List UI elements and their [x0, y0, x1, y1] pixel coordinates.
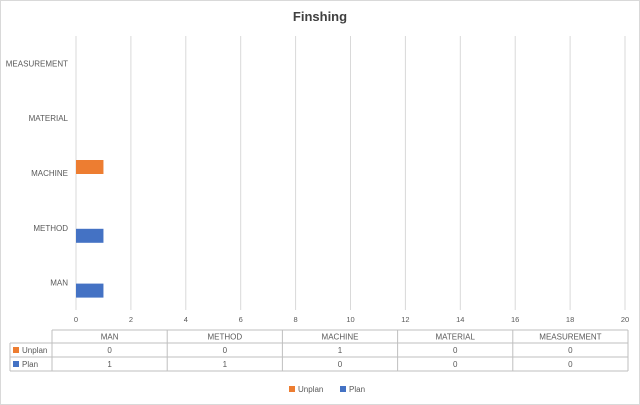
category-label: MATERIAL — [29, 114, 69, 123]
x-tick-label: 2 — [129, 315, 133, 324]
table-cell: 0 — [568, 346, 573, 355]
bar-plan-method — [76, 228, 104, 243]
x-tick-label: 14 — [456, 315, 464, 324]
table-cell: 0 — [453, 360, 458, 369]
gridlines — [75, 36, 626, 310]
data-table: MAN METHOD MACHINE MATERIAL MEASUREMENT Unpla… — [9, 329, 629, 372]
table-cell: 0 — [107, 346, 112, 355]
table-cell: 1 — [107, 360, 112, 369]
table-cell: 1 — [223, 360, 228, 369]
table-row-label: Plan — [22, 360, 38, 369]
x-tick-label: 18 — [566, 315, 574, 324]
table-cell: 1 — [338, 346, 343, 355]
category-label: MAN — [50, 279, 68, 288]
table-header-cell: METHOD — [207, 333, 242, 342]
legend-key-unplan — [289, 386, 295, 392]
legend-label-unplan: Unplan — [298, 385, 323, 394]
chart-title: Finshing — [293, 9, 347, 24]
x-tick-label: 8 — [294, 315, 298, 324]
table-header-cell: MACHINE — [322, 333, 359, 342]
bars — [76, 160, 104, 298]
x-tick-label: 20 — [621, 315, 629, 324]
bar-plan-man — [76, 283, 104, 298]
category-labels: MAN METHOD MACHINE MATERIAL MEASUREMENT — [6, 59, 69, 287]
table-header-cell: MAN — [101, 333, 119, 342]
table-header-cell: MATERIAL — [435, 333, 475, 342]
category-label: METHOD — [33, 224, 68, 233]
bar-unplan-machine — [76, 160, 104, 174]
x-tick-labels: 0 2 4 6 8 10 12 14 16 18 20 — [74, 315, 629, 324]
legend-label-plan: Plan — [349, 385, 365, 394]
table-cell: 0 — [223, 346, 228, 355]
x-tick-label: 12 — [401, 315, 409, 324]
category-label: MACHINE — [31, 169, 68, 178]
legend-key-plan — [340, 386, 346, 392]
legend: Unplan Plan — [289, 385, 365, 394]
x-tick-label: 0 — [74, 315, 78, 324]
x-tick-label: 16 — [511, 315, 519, 324]
table-legend-key — [13, 347, 19, 353]
table-header-cell: MEASUREMENT — [539, 333, 601, 342]
table-cell: 0 — [338, 360, 343, 369]
x-tick-label: 6 — [239, 315, 243, 324]
category-label: MEASUREMENT — [6, 59, 68, 68]
table-legend-key — [13, 361, 19, 367]
table-row-label: Unplan — [22, 346, 47, 355]
x-tick-label: 10 — [346, 315, 354, 324]
x-tick-label: 4 — [184, 315, 188, 324]
table-cell: 0 — [453, 346, 458, 355]
table-cell: 0 — [568, 360, 573, 369]
